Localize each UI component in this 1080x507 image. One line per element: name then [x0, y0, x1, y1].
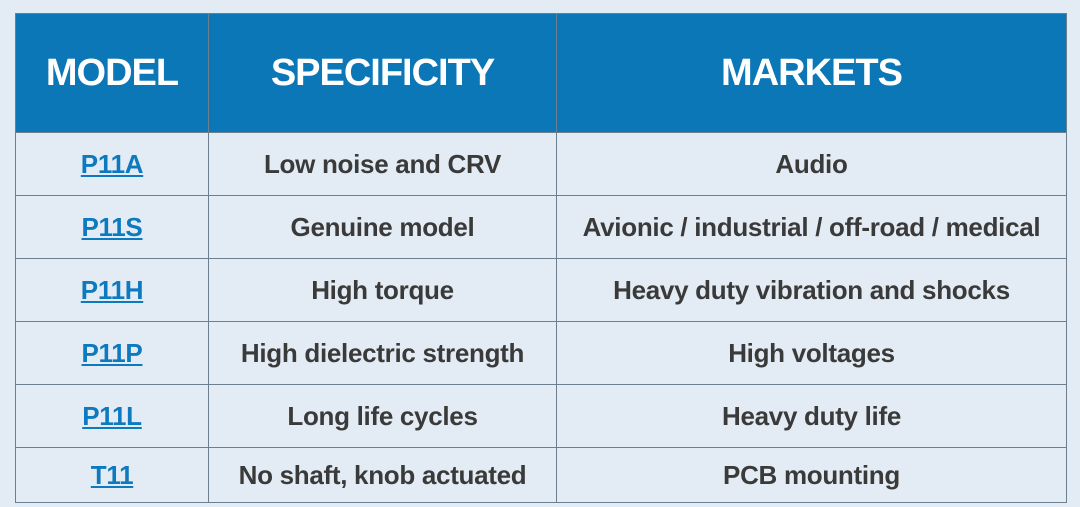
header-cell: SPECIFICITY	[208, 13, 557, 133]
header-cell: MARKETS	[556, 13, 1067, 133]
header-cell: MODEL	[15, 13, 209, 133]
model-link[interactable]: T11	[90, 459, 134, 490]
table-cell: High torque	[208, 258, 557, 322]
table-cell: Long life cycles	[208, 384, 557, 448]
model-cell: P11H	[15, 258, 209, 322]
model-link[interactable]: P11S	[81, 211, 143, 242]
table-row: P11A Low noise and CRV Audio	[15, 132, 1067, 196]
table-cell: PCB mounting	[556, 447, 1067, 503]
model-cell: P11A	[15, 132, 209, 196]
table-cell: No shaft, knob actuated	[208, 447, 557, 503]
table-row: P11L Long life cycles Heavy duty life	[15, 384, 1067, 448]
table-cell: High voltages	[556, 321, 1067, 385]
model-cell: P11S	[15, 195, 209, 259]
table-cell: High dielectric strength	[208, 321, 557, 385]
model-link[interactable]: P11H	[80, 274, 144, 305]
table-cell: Genuine model	[208, 195, 557, 259]
model-link[interactable]: P11A	[80, 148, 144, 179]
table-row: P11S Genuine model Avionic / industrial / …	[15, 195, 1067, 259]
model-cell: T11	[15, 447, 209, 503]
table-body: P11A Low noise and CRV Audio P11S Genuine mo…	[15, 132, 1067, 503]
table-row: P11P High dielectric strength High voltage…	[15, 321, 1067, 385]
model-link[interactable]: P11P	[81, 337, 143, 368]
table-row: T11 No shaft, knob actuated PCB mounting	[15, 447, 1067, 503]
model-table: MODEL SPECIFICITY MARKETS P11A Low noise an…	[15, 13, 1067, 503]
table-cell: Low noise and CRV	[208, 132, 557, 196]
header-row: MODEL SPECIFICITY MARKETS	[15, 13, 1067, 133]
model-link[interactable]: P11L	[82, 400, 142, 431]
model-cell: P11P	[15, 321, 209, 385]
table-cell: Heavy duty vibration and shocks	[556, 258, 1067, 322]
table-cell: Heavy duty life	[556, 384, 1067, 448]
model-cell: P11L	[15, 384, 209, 448]
table-row: P11H High torque Heavy duty vibration and …	[15, 258, 1067, 322]
table-cell: Avionic / industrial / off-road / medica…	[556, 195, 1067, 259]
table-cell: Audio	[556, 132, 1067, 196]
